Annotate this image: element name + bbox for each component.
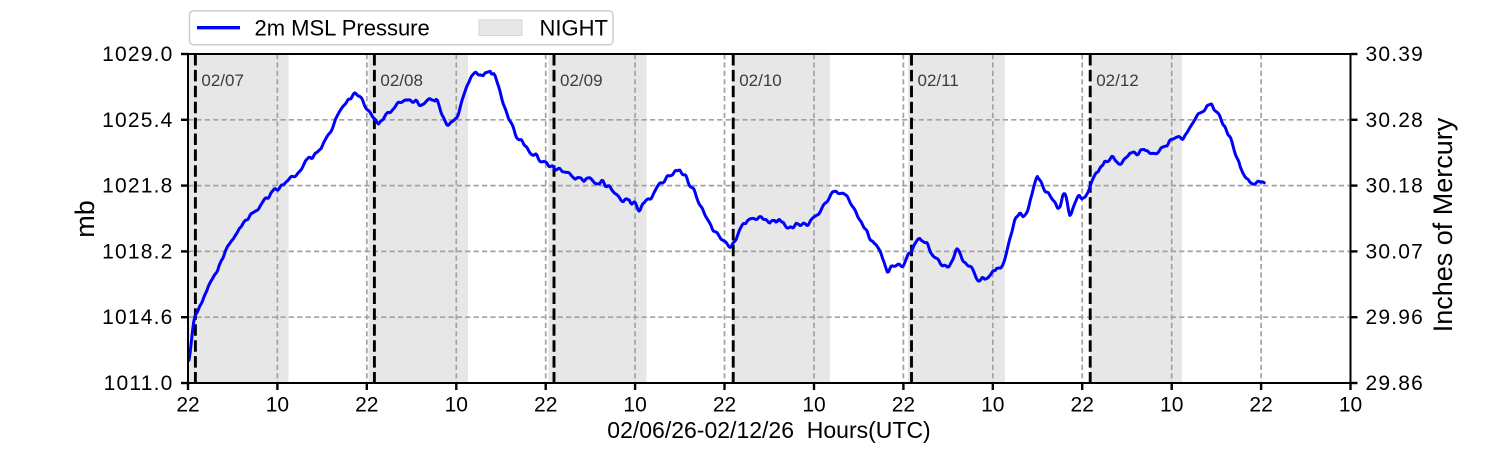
svg-text:1014.6: 1014.6 xyxy=(102,306,173,329)
svg-text:Inches of Mercury: Inches of Mercury xyxy=(1428,117,1458,332)
svg-text:1011.0: 1011.0 xyxy=(104,372,174,395)
svg-text:1025.4: 1025.4 xyxy=(102,109,173,132)
svg-text:mb: mb xyxy=(70,200,100,238)
svg-text:29.96: 29.96 xyxy=(1366,306,1425,329)
svg-text:10: 10 xyxy=(623,394,646,417)
svg-text:10: 10 xyxy=(802,394,825,417)
svg-text:22: 22 xyxy=(1071,394,1094,417)
svg-text:1029.0: 1029.0 xyxy=(102,43,173,66)
svg-text:22: 22 xyxy=(1249,394,1272,417)
svg-text:22: 22 xyxy=(355,394,378,417)
svg-text:2m MSL Pressure: 2m MSL Pressure xyxy=(255,15,430,40)
svg-text:29.86: 29.86 xyxy=(1366,372,1425,395)
svg-text:10: 10 xyxy=(266,394,289,417)
svg-text:30.18: 30.18 xyxy=(1366,175,1425,198)
svg-text:22: 22 xyxy=(713,394,736,417)
svg-text:30.07: 30.07 xyxy=(1366,240,1425,263)
svg-text:22: 22 xyxy=(892,394,915,417)
svg-text:02/09: 02/09 xyxy=(560,71,603,90)
svg-text:22: 22 xyxy=(176,394,199,417)
svg-text:10: 10 xyxy=(981,394,1004,417)
svg-text:1021.8: 1021.8 xyxy=(102,175,173,198)
svg-text:02/07: 02/07 xyxy=(201,71,244,90)
svg-text:02/08: 02/08 xyxy=(380,71,423,90)
svg-text:30.28: 30.28 xyxy=(1366,109,1425,132)
svg-text:30.39: 30.39 xyxy=(1366,43,1425,66)
svg-text:10: 10 xyxy=(445,394,468,417)
svg-text:10: 10 xyxy=(1339,394,1362,417)
svg-text:02/11: 02/11 xyxy=(918,71,959,90)
svg-text:1018.2: 1018.2 xyxy=(102,240,173,263)
svg-text:22: 22 xyxy=(534,394,557,417)
svg-text:NIGHT: NIGHT xyxy=(540,15,608,40)
svg-text:02/12: 02/12 xyxy=(1096,71,1139,90)
svg-text:02/10: 02/10 xyxy=(739,71,782,90)
svg-text:02/06/26-02/12/26 Hours(UTC): 02/06/26-02/12/26 Hours(UTC) xyxy=(607,417,930,443)
svg-text:10: 10 xyxy=(1160,394,1183,417)
